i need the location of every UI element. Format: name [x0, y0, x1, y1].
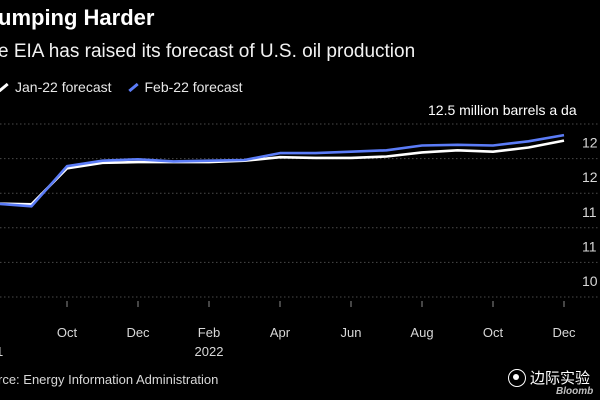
chart-subtitle: e EIA has raised its forecast of U.S. oi…	[0, 41, 416, 62]
x-tick-label: Oct	[57, 325, 78, 340]
y-tick-label: 12	[582, 169, 598, 185]
legend-item-feb: Feb-22 forecast	[127, 79, 243, 95]
x-tick-label: Jun	[341, 325, 362, 340]
x-tick-sublabel: 21	[0, 344, 3, 359]
legend-label-feb: Feb-22 forecast	[144, 79, 243, 95]
x-tick-labels: g21OctDecFeb2022AprJunAugOctDec	[0, 301, 576, 359]
x-tick-label: Apr	[270, 325, 291, 340]
chart-title: umping Harder	[0, 5, 155, 30]
y-tick-label: 11	[582, 204, 597, 220]
legend-item-jan: Jan-22 forecast	[0, 79, 112, 95]
y-tick-label: 12	[582, 135, 598, 151]
y-tick-label: 10	[582, 273, 598, 289]
x-tick-sublabel: 2022	[195, 344, 224, 359]
watermark-logo-icon	[508, 368, 526, 387]
legend-label-jan: Jan-22 forecast	[15, 79, 112, 95]
series-lines	[0, 133, 565, 208]
x-tick-label: Feb	[198, 325, 220, 340]
y-tick-label: 11	[582, 238, 597, 254]
source-note: rce: Energy Information Administration	[0, 372, 219, 387]
series-line-feb-22-forecast	[0, 133, 565, 208]
watermark-text: 边际实验	[530, 370, 591, 387]
x-tick-label: Oct	[483, 325, 504, 340]
y-tick-labels: 10 11 11 12 12	[582, 135, 598, 289]
top-gridline-annotation: 12.5 million barrels a da	[428, 102, 577, 118]
chart-legend: Jan-22 forecast Feb-22 forecast	[0, 77, 259, 97]
series-line-jan-22-forecast	[0, 139, 565, 206]
x-tick-label: Dec	[552, 325, 576, 340]
x-tick-label: Aug	[410, 325, 433, 340]
brand-logo: Bloomb	[556, 386, 594, 397]
watermark: 边际实验	[508, 367, 590, 388]
x-tick-label: Dec	[126, 325, 150, 340]
